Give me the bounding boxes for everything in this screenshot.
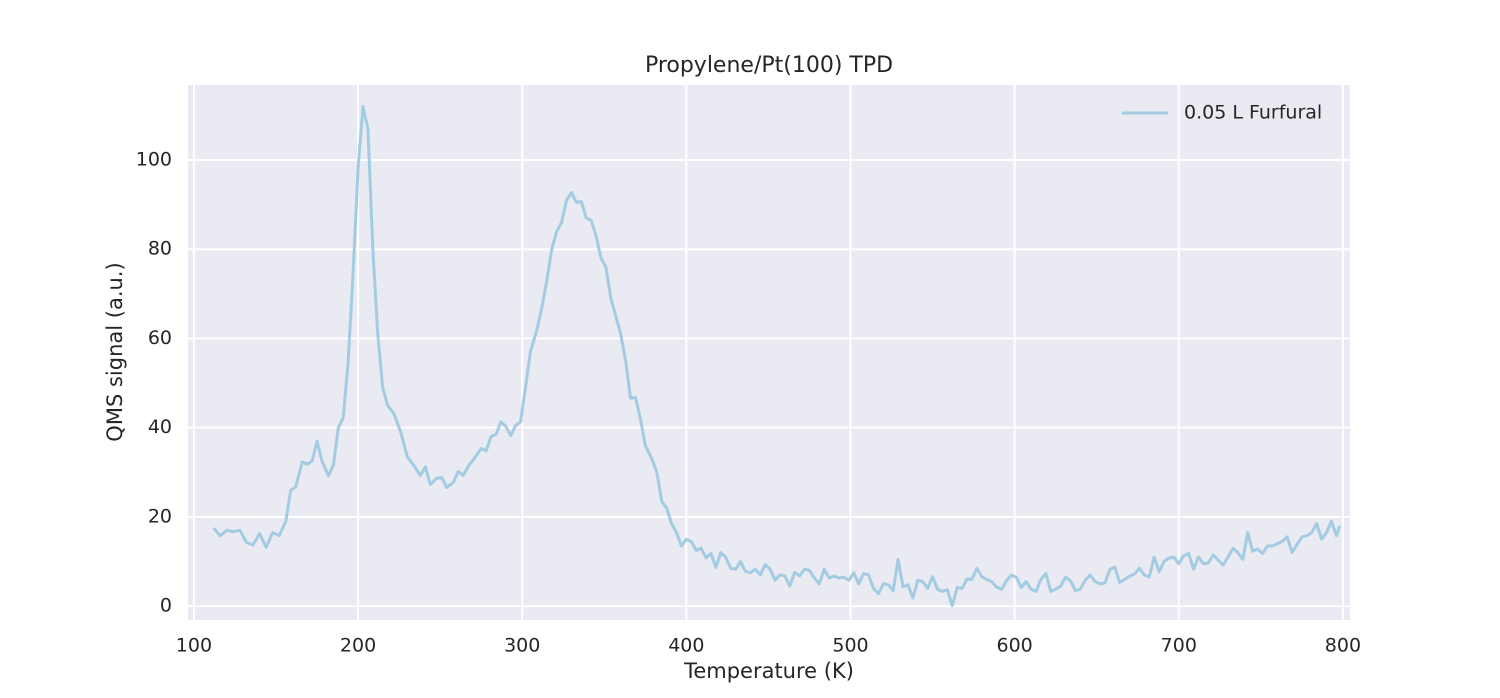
data-line <box>212 104 1342 608</box>
x-axis-label: Temperature (K) <box>683 659 854 683</box>
x-tick-label: 800 <box>1325 635 1361 657</box>
y-tick-label: 20 <box>148 505 172 527</box>
legend-label: 0.05 L Furfural <box>1184 102 1322 124</box>
plot-area <box>188 85 1350 620</box>
y-tick-label: 0 <box>160 595 172 617</box>
chart-title: Propylene/Pt(100) TPD <box>645 53 893 78</box>
y-tick-label: 80 <box>148 238 172 260</box>
x-tick-label: 300 <box>504 635 540 657</box>
x-tick-label: 100 <box>176 635 212 657</box>
x-tick-label: 200 <box>340 635 376 657</box>
y-axis-label: QMS signal (a.u.) <box>103 262 127 441</box>
x-tick-label: 600 <box>997 635 1033 657</box>
y-tick-label: 100 <box>136 148 172 170</box>
x-tick-label: 400 <box>668 635 704 657</box>
y-tick-label: 40 <box>148 416 172 438</box>
x-tick-label: 700 <box>1161 635 1197 657</box>
y-tick-label: 60 <box>148 327 172 349</box>
x-tick-label: 500 <box>832 635 868 657</box>
